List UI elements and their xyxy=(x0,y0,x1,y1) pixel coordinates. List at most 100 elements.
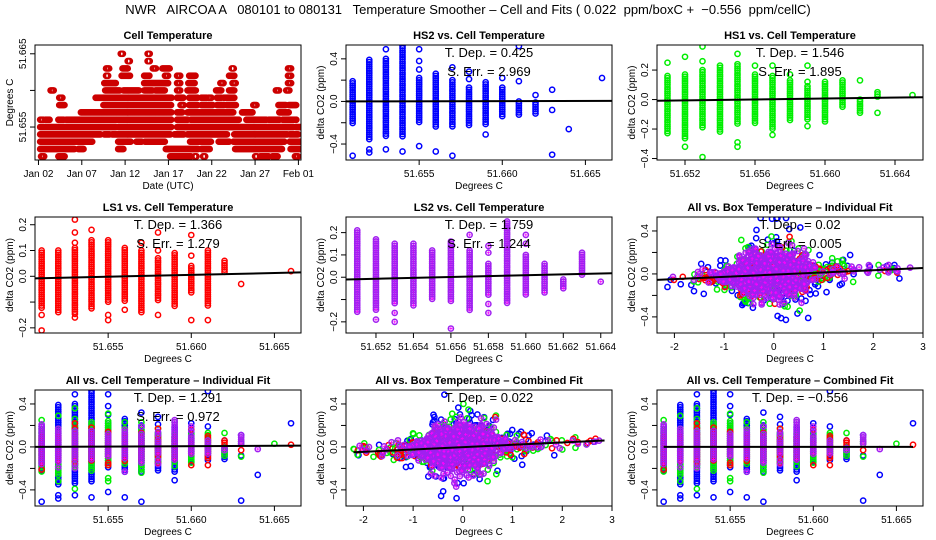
data-point xyxy=(71,275,79,283)
data-point xyxy=(365,102,373,110)
data-point xyxy=(221,259,228,267)
data-point xyxy=(365,67,373,75)
data-point xyxy=(532,110,539,117)
data-point xyxy=(415,79,423,86)
data-point xyxy=(50,87,58,94)
data-point xyxy=(365,107,373,114)
data-point xyxy=(138,306,145,314)
data-point xyxy=(391,318,399,326)
data-point xyxy=(690,287,698,295)
data-point xyxy=(154,279,162,286)
data-point xyxy=(515,104,523,112)
data-point xyxy=(399,119,406,127)
data-point xyxy=(597,278,605,286)
data-point xyxy=(498,112,506,120)
data-point xyxy=(171,276,178,283)
data-point-cross xyxy=(792,269,796,273)
data-point-cross xyxy=(786,269,790,273)
data-point xyxy=(54,255,62,263)
data-point xyxy=(664,74,671,82)
data-point xyxy=(734,85,741,92)
data-point xyxy=(699,84,706,92)
data-point xyxy=(856,105,864,112)
data-point xyxy=(716,88,724,96)
data-point-cross xyxy=(777,245,781,249)
data-point xyxy=(154,259,162,266)
data-point xyxy=(382,108,390,115)
panel-title: All vs. Box Temperature – Individual Fit xyxy=(687,202,893,214)
data-point xyxy=(54,286,62,294)
data-point xyxy=(681,128,689,136)
data-point xyxy=(138,253,145,261)
data-point xyxy=(699,153,706,160)
data-point xyxy=(204,282,212,290)
data-point xyxy=(171,256,178,264)
x-tick-label: 51.660 xyxy=(176,342,207,353)
data-point xyxy=(71,310,79,318)
data-point xyxy=(699,71,706,78)
data-point xyxy=(522,231,530,239)
data-point xyxy=(699,45,706,50)
data-point xyxy=(449,152,456,160)
data-point xyxy=(38,293,46,301)
data-point xyxy=(681,132,689,140)
data-point xyxy=(38,258,46,265)
data-point xyxy=(88,258,95,266)
data-point xyxy=(769,90,776,97)
data-point xyxy=(399,124,406,131)
data-point xyxy=(399,86,406,94)
data-point xyxy=(349,93,356,100)
data-point xyxy=(801,280,808,288)
data-point xyxy=(399,110,406,118)
data-point xyxy=(88,305,95,312)
data-point xyxy=(823,288,830,296)
data-point xyxy=(38,299,46,307)
data-point xyxy=(856,100,864,108)
data-point xyxy=(138,260,145,268)
data-point xyxy=(71,286,79,294)
data-point xyxy=(138,297,145,305)
data-point xyxy=(204,291,212,298)
data-point xyxy=(515,109,523,116)
data-point xyxy=(193,152,200,160)
data-point xyxy=(124,65,132,72)
data-point xyxy=(432,85,440,93)
data-point xyxy=(71,281,79,289)
data-point xyxy=(699,108,706,116)
data-point xyxy=(88,243,95,251)
data-point xyxy=(664,127,671,135)
data-point-cross xyxy=(524,233,528,237)
data-point xyxy=(171,287,178,294)
data-point xyxy=(716,95,724,102)
data-point xyxy=(365,65,373,73)
data-point xyxy=(432,92,440,100)
data-point xyxy=(751,62,759,69)
data-point xyxy=(821,85,829,92)
data-point xyxy=(54,284,62,292)
plot-frame xyxy=(34,216,302,334)
data-point xyxy=(204,249,212,257)
data-point xyxy=(786,101,794,108)
y-tick-label: −0.2 xyxy=(18,318,29,338)
data-point xyxy=(804,62,811,69)
data-point xyxy=(88,239,95,246)
data-point xyxy=(217,87,225,94)
data-point xyxy=(786,116,794,124)
data-point xyxy=(382,84,390,91)
data-point xyxy=(399,126,406,134)
data-point xyxy=(187,282,195,290)
data-point-cross xyxy=(811,260,815,264)
data-point xyxy=(349,152,356,160)
x-tick-label: 51.660 xyxy=(487,169,518,180)
data-point xyxy=(138,264,145,272)
data-point xyxy=(161,138,169,146)
data-point xyxy=(229,109,237,116)
data-point xyxy=(365,76,373,84)
data-point xyxy=(230,94,238,102)
data-point xyxy=(828,254,836,262)
data-point xyxy=(154,254,162,262)
data-point xyxy=(204,284,212,292)
data-point xyxy=(415,81,423,88)
data-point xyxy=(482,118,489,126)
